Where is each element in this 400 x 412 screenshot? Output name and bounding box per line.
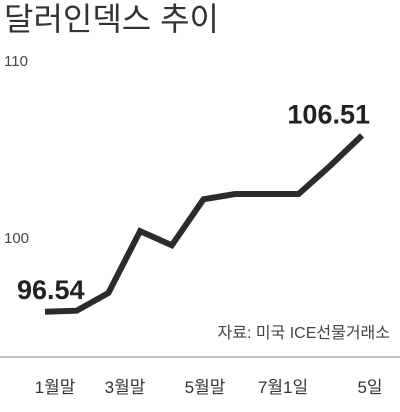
- y-tick-label-100: 100: [4, 230, 29, 247]
- x-tick-label: 3월말: [105, 378, 146, 397]
- y-tick-label-110: 110: [4, 53, 28, 70]
- x-tick-label: 1월말: [35, 378, 76, 397]
- chart-marks: 96.54 106.51: [17, 99, 370, 315]
- data-label: 106.51: [287, 99, 370, 129]
- x-axis: 1월말 3월말 5월말 7월1일 5일: [35, 378, 383, 397]
- data-label: 96.54: [17, 275, 85, 305]
- series-line: [44, 133, 365, 315]
- source-note: 자료: 미국 ICE선물거래소: [218, 324, 391, 342]
- x-tick-label: 7월1일: [258, 378, 308, 397]
- x-tick-label: 5일: [357, 378, 382, 397]
- chart-title: 달러인덱스 추이: [4, 1, 219, 37]
- x-tick-label: 5월말: [185, 378, 226, 397]
- y-axis: 110 100: [4, 53, 29, 247]
